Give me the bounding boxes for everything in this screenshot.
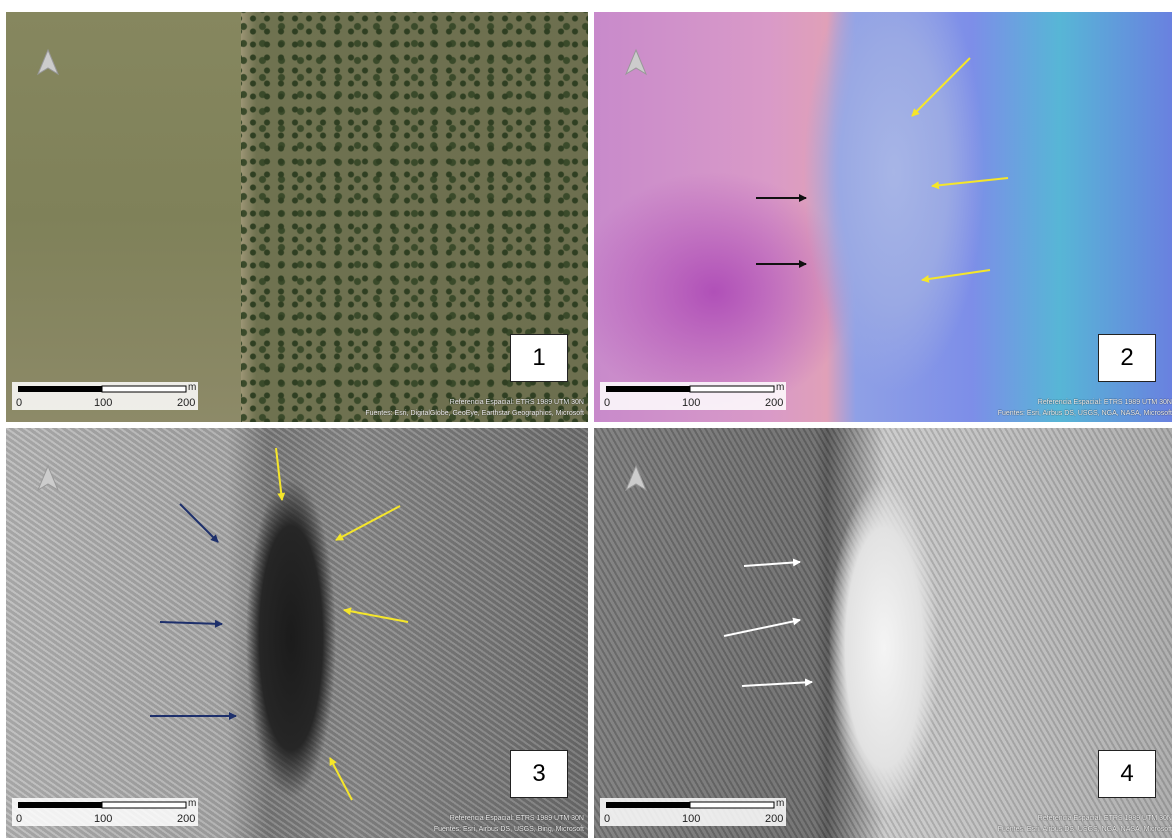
annotation-arrow — [724, 620, 800, 636]
scale-label: 200 — [177, 813, 195, 825]
scale-segment — [690, 802, 774, 808]
attribution-line: Fuentes: Esri, Airbus DS, USGS, Bing, Mi… — [434, 824, 584, 835]
north-arrow — [626, 466, 646, 490]
annotation-arrow — [744, 562, 800, 566]
scale-bar: 0 100 200 m — [600, 382, 786, 410]
annotation-arrow — [912, 58, 970, 116]
scale-segment — [102, 802, 186, 808]
scale-unit: m — [188, 798, 196, 809]
annotation-arrow — [344, 610, 408, 622]
scale-unit: m — [776, 798, 784, 809]
annotation-arrow — [742, 682, 812, 686]
map-panel: 0 100 200 m 2 Referencia Espacial: ETRS 1989 … — [594, 12, 1172, 422]
scale-label: 0 — [16, 813, 22, 825]
annotation-arrow — [932, 178, 1008, 186]
scale-bar: 0 100 200 m — [12, 382, 198, 410]
scale-unit: m — [776, 382, 784, 393]
scale-graphic — [12, 382, 198, 398]
north-arrow — [38, 466, 58, 490]
scale-label: 100 — [682, 397, 700, 409]
scale-segment — [18, 386, 102, 392]
attribution-line: Fuentes: Esri, Airbus DS, USGS, NGA, NAS… — [998, 824, 1172, 835]
annotation-arrow — [180, 504, 218, 542]
scale-label: 0 — [16, 397, 22, 409]
scale-label: 0 — [604, 397, 610, 409]
annotation-arrow — [276, 448, 282, 500]
scale-label: 100 — [94, 813, 112, 825]
panel-number: 2 — [1098, 334, 1156, 382]
panel-number: 1 — [510, 334, 568, 382]
scale-label: 200 — [765, 813, 783, 825]
figure: 0100200m1Referencia Espacial: ETRS 1989 … — [0, 0, 1172, 836]
scale-label: 200 — [177, 397, 195, 409]
scale-label: 0 — [604, 813, 610, 825]
annotation-arrow — [336, 506, 400, 540]
scale-segment — [606, 802, 690, 808]
attribution-line: Fuentes: Esri, Airbus DS, USGS, NGA, NAS… — [998, 408, 1172, 419]
scale-graphic — [600, 798, 786, 814]
scale-bar: 0 100 200 m — [12, 798, 198, 826]
map-panel: 0 100 200 m 1 Referencia Espacial: ETRS 1989 … — [6, 12, 588, 422]
scale-segment — [690, 386, 774, 392]
scale-label: 100 — [682, 813, 700, 825]
attribution-line: Referencia Espacial: ETRS 1989 UTM 30N — [434, 813, 584, 824]
overlay — [6, 428, 588, 838]
scale-segment — [18, 802, 102, 808]
overlay — [6, 12, 588, 422]
north-arrow — [626, 50, 646, 74]
attribution-line: Referencia Espacial: ETRS 1989 UTM 30N — [998, 397, 1172, 408]
scale-segment — [606, 386, 690, 392]
north-arrow — [38, 50, 58, 74]
annotation-arrow — [160, 622, 222, 624]
scale-graphic — [12, 798, 198, 814]
attribution-line: Fuentes: Esri, DigitalGlobe, GeoEye, Ear… — [365, 408, 584, 419]
scale-label: 200 — [765, 397, 783, 409]
annotation-arrow — [922, 270, 990, 280]
scale-graphic — [600, 382, 786, 398]
attribution-line: Referencia Espacial: ETRS 1989 UTM 30N — [365, 397, 584, 408]
annotation-arrow — [330, 758, 352, 800]
scale-unit: m — [188, 382, 196, 393]
overlay — [594, 428, 1172, 838]
scale-bar: 0 100 200 m — [600, 798, 786, 826]
scale-segment — [102, 386, 186, 392]
map-panel: 0 100 200 m 4 Referencia Espacial: ETRS 1989 … — [594, 428, 1172, 838]
attribution-line: Referencia Espacial: ETRS 1989 UTM 30N — [998, 813, 1172, 824]
scale-label: 100 — [94, 397, 112, 409]
panel-number: 3 — [510, 750, 568, 798]
map-panel: 0 100 200 m 3 Referencia Espacial: ETRS 1989 … — [6, 428, 588, 838]
panel-number: 4 — [1098, 750, 1156, 798]
overlay — [594, 12, 1172, 422]
